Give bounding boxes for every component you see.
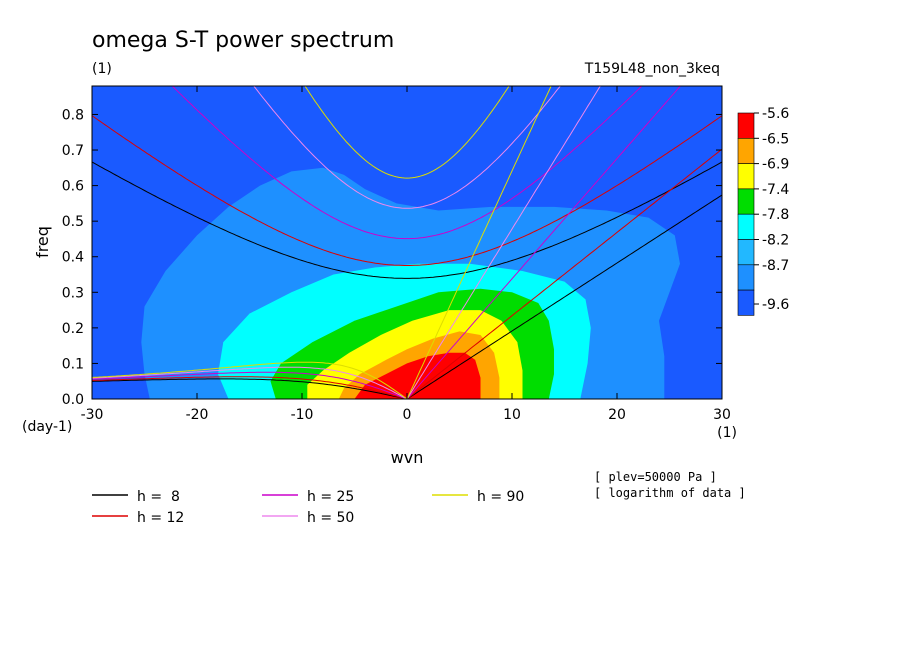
x-unit-label: (1) bbox=[717, 425, 737, 441]
gravity-curve-h90 bbox=[304, 86, 510, 179]
colorbar-label: -8.7 bbox=[762, 258, 789, 274]
colorbar-swatch bbox=[737, 188, 755, 215]
y-tick-label: 0.6 bbox=[62, 179, 84, 195]
x-tick-label: 20 bbox=[608, 407, 626, 423]
y-tick-label: 0.1 bbox=[62, 356, 84, 372]
legend-label: h = 50 bbox=[307, 510, 354, 526]
rossby-curve-h50 bbox=[92, 366, 408, 399]
y-axis-label: freq bbox=[33, 226, 52, 258]
kelvin-curve-h90 bbox=[406, 86, 552, 399]
colorbar-swatch bbox=[737, 239, 755, 266]
legend-label: h = 12 bbox=[137, 510, 184, 526]
colorbar-swatch bbox=[737, 264, 755, 291]
y-tick-label: 0.4 bbox=[62, 250, 84, 266]
gravity-curve-h8 bbox=[92, 161, 722, 279]
gravity-curve-h25 bbox=[171, 86, 643, 240]
colorbar-label: -6.9 bbox=[762, 157, 789, 173]
kelvin-curve-h50 bbox=[406, 86, 601, 399]
x-tick-label: 30 bbox=[713, 407, 731, 423]
legend-label: h = 25 bbox=[307, 489, 354, 505]
gravity-curve-h12 bbox=[92, 115, 722, 266]
legend-label: h = 8 bbox=[137, 489, 180, 505]
colorbar-swatch bbox=[737, 213, 755, 240]
colorbar-label: -7.8 bbox=[762, 207, 789, 223]
colorbar-label: -7.4 bbox=[762, 182, 789, 198]
kelvin-curve-h25 bbox=[406, 86, 682, 399]
y-tick-label: 0.0 bbox=[62, 392, 84, 408]
y-tick-label: 0.8 bbox=[62, 107, 84, 123]
x-axis-label: wvn bbox=[391, 448, 424, 467]
colorbar-label: -6.5 bbox=[762, 131, 789, 147]
rossby-curve-h90 bbox=[92, 361, 408, 399]
colorbar-swatch bbox=[737, 289, 755, 316]
colorbar-label: -8.2 bbox=[762, 233, 789, 249]
note-plev: [ plev=50000 Pa ] bbox=[594, 470, 717, 484]
x-tick-label: 10 bbox=[503, 407, 521, 423]
x-tick-label: -10 bbox=[291, 407, 314, 423]
kelvin-curve-h12 bbox=[406, 148, 722, 399]
rossby-curve-h25 bbox=[92, 371, 408, 399]
colorbar-swatch bbox=[737, 138, 755, 164]
y-axis: 0.0 0.1 0.2 0.3 0.4 0.5 0.6 0.7 0.8 bbox=[62, 107, 722, 408]
rossby-curve-h12 bbox=[92, 376, 408, 399]
kelvin-curve-h8 bbox=[406, 194, 722, 399]
x-axis: -30 -20 -10 0 10 20 30 bbox=[81, 86, 731, 423]
colorbar-label: -5.6 bbox=[762, 106, 789, 122]
legend: h = 8 h = 12 h = 25 h = 50 h = 90 bbox=[92, 489, 524, 526]
y-tick-label: 0.2 bbox=[62, 321, 84, 337]
chart-title: omega S-T power spectrum bbox=[92, 28, 394, 53]
colorbar-label: -9.6 bbox=[762, 297, 789, 313]
gravity-curve-h50 bbox=[253, 86, 561, 209]
y-unit-label: (day-1) bbox=[22, 419, 72, 435]
y-tick-label: 0.3 bbox=[62, 285, 84, 301]
legend-label: h = 90 bbox=[477, 489, 524, 505]
plot-area bbox=[92, 86, 722, 399]
rossby-curve-h8 bbox=[92, 378, 408, 399]
x-tick-label: 0 bbox=[403, 407, 412, 423]
x-tick-label: -30 bbox=[81, 407, 104, 423]
colorbar-swatch bbox=[737, 112, 755, 139]
colorbar: -5.6 -6.5 -6.9 -7.4 -7.8 -8.2 -8.7 -9.6 bbox=[737, 106, 789, 316]
colorbar-swatch bbox=[737, 163, 755, 190]
y-tick-label: 0.7 bbox=[62, 143, 84, 159]
dispersion-curves bbox=[92, 86, 722, 399]
note-logarithm: [ logarithm of data ] bbox=[594, 486, 746, 500]
y-tick-label: 0.5 bbox=[62, 214, 84, 230]
chart-subtitle: (1) bbox=[92, 61, 112, 77]
x-tick-label: -20 bbox=[186, 407, 209, 423]
run-label: T159L48_non_3keq bbox=[584, 61, 720, 77]
